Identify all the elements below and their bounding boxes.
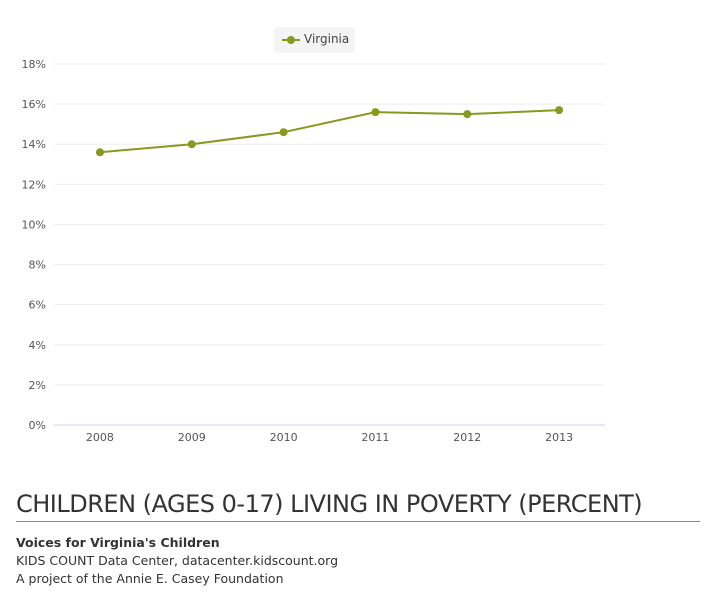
data-point (555, 106, 564, 115)
x-tick-label: 2008 (86, 431, 114, 444)
x-tick-label: 2013 (545, 431, 573, 444)
y-tick-label: 14% (22, 138, 46, 151)
y-tick-label: 0% (29, 419, 46, 432)
y-tick-label: 8% (29, 259, 46, 272)
x-tick-label: 2009 (178, 431, 206, 444)
x-tick-label: 2010 (270, 431, 298, 444)
legend-label: Virginia (304, 32, 350, 46)
y-tick-label: 6% (29, 299, 46, 312)
y-tick-label: 16% (22, 98, 46, 111)
y-tick-label: 10% (22, 218, 46, 231)
y-tick-label: 2% (29, 379, 46, 392)
data-point (187, 140, 196, 149)
chart-title: CHILDREN (AGES 0-17) LIVING IN POVERTY (… (16, 490, 643, 518)
y-tick-label: 12% (22, 178, 46, 191)
organization-name: Voices for Virginia's Children (16, 535, 220, 550)
data-point (371, 108, 380, 117)
legend-marker-icon (282, 36, 300, 44)
legend-item-virginia[interactable]: Virginia (274, 27, 355, 53)
y-tick-label: 18% (22, 58, 46, 71)
data-point (279, 128, 288, 137)
x-tick-label: 2012 (453, 431, 481, 444)
source-line: KIDS COUNT Data Center, datacenter.kidsc… (16, 553, 339, 568)
title-divider (16, 521, 700, 522)
series-line-virginia (99, 109, 560, 154)
x-tick-label: 2011 (361, 431, 389, 444)
attribution-line: A project of the Annie E. Casey Foundati… (16, 571, 284, 586)
y-tick-label: 4% (29, 339, 46, 352)
data-point (95, 148, 104, 157)
data-point (463, 110, 472, 119)
line-chart: 0% 2% 4% 6% 8% 10% 12% 14% 16% 18% 2008 2009 2010 201… (22, 58, 605, 444)
